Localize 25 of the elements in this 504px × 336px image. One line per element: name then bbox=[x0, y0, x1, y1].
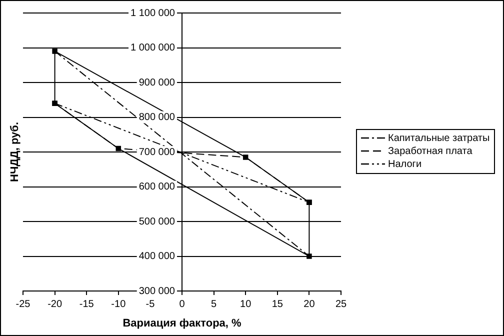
y-tick-label: 300 000 bbox=[138, 286, 176, 297]
y-tick-label: 900 000 bbox=[138, 77, 176, 88]
x-tick-label: 0 bbox=[179, 298, 186, 310]
x-axis-title: Вариация фактора, % bbox=[122, 318, 242, 330]
x-tick-label: -10 bbox=[111, 298, 126, 310]
x-tick-label: 5 bbox=[211, 298, 218, 310]
x-tick-label: 10 bbox=[240, 298, 252, 310]
legend-label: Капитальные затраты bbox=[388, 133, 490, 144]
y-tick-label: 400 000 bbox=[138, 251, 176, 262]
y-tick-label: 1 000 000 bbox=[130, 42, 176, 54]
legend-label: Заработная плата bbox=[388, 146, 472, 157]
x-tick-label: 15 bbox=[272, 298, 284, 310]
x-tick-label: -5 bbox=[146, 298, 156, 310]
x-tick-label: -15 bbox=[79, 298, 94, 310]
x-tick-label: -25 bbox=[16, 298, 31, 310]
x-tick-label: -20 bbox=[48, 298, 62, 310]
y-tick-label: 1 100 000 bbox=[130, 8, 176, 19]
y-axis-title: НЧДД, руб. bbox=[9, 122, 22, 182]
x-tick-label: 25 bbox=[335, 298, 347, 310]
y-tick-label: 700 000 bbox=[138, 146, 176, 158]
y-tick-label: 800 000 bbox=[138, 112, 176, 123]
legend-label: Налоги bbox=[388, 159, 422, 170]
x-tick-label: 20 bbox=[304, 298, 316, 310]
y-tick-label: 500 000 bbox=[138, 216, 176, 228]
y-tick-label: 600 000 bbox=[138, 182, 176, 192]
